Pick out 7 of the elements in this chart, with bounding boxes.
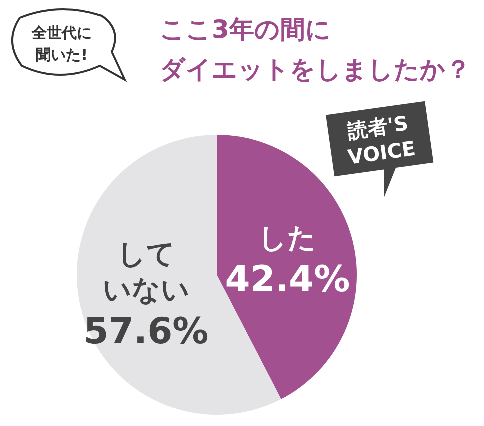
slice-label: していない	[102, 238, 190, 307]
chart-title: ここ3年の間にダイエットをしましたか？	[160, 15, 471, 84]
text: 全世代に聞いた!	[31, 24, 92, 64]
text: 読者'S VOICE	[346, 111, 418, 170]
slice-label: した	[258, 221, 317, 254]
data-label: 42.4%	[225, 259, 350, 300]
data-label: 57.6%	[84, 312, 209, 353]
